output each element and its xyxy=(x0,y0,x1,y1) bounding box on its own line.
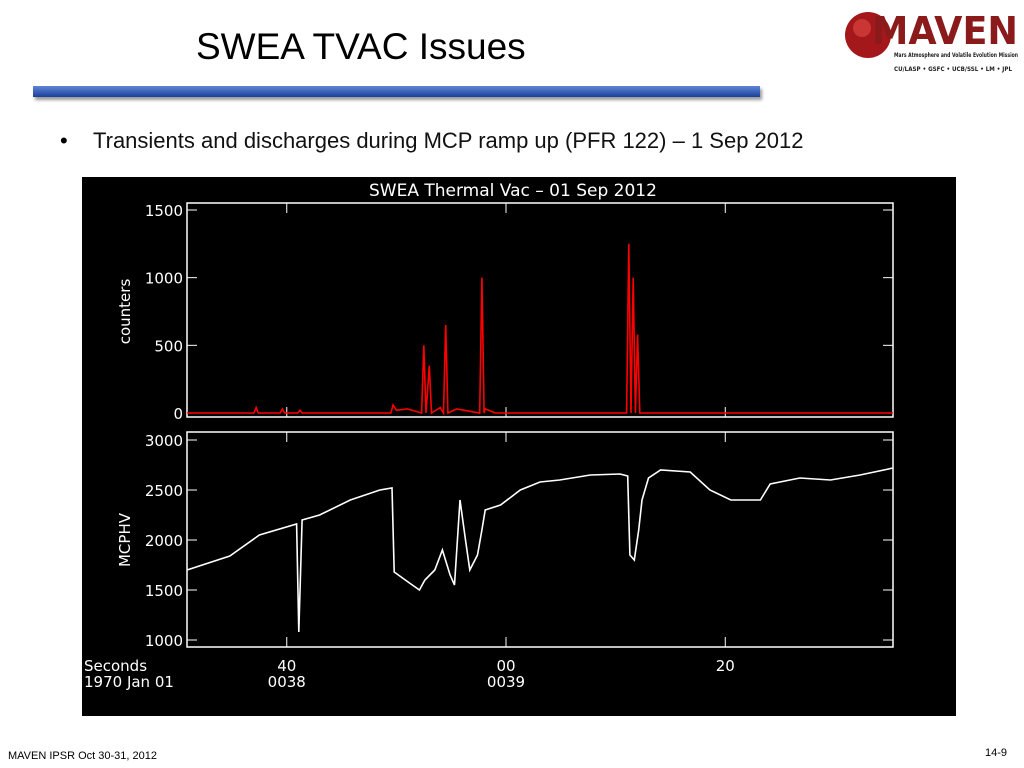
y-tick-label: 1500 xyxy=(145,582,183,600)
x-minute-label: 0038 xyxy=(268,673,306,691)
page-number: 14-9 xyxy=(985,747,1008,759)
data-line xyxy=(187,243,893,416)
logo: MAVEN Mars Atmosphere and Volatile Evolu… xyxy=(845,9,1018,73)
figure: SWEA Thermal Vac – 01 Sep 2012 0 500 1000 1… xyxy=(82,177,956,716)
slide-title: SWEA TVAC Issues xyxy=(196,26,526,67)
logo-name: MAVEN xyxy=(872,9,1018,53)
x-tick-label: 00 xyxy=(496,657,515,675)
x-tick-label: 20 xyxy=(716,657,735,675)
y-axis-label: counters xyxy=(116,279,134,345)
plot-frame xyxy=(186,202,894,418)
x-minute-label: 0039 xyxy=(487,673,525,691)
y-tick-label: 1500 xyxy=(145,202,183,220)
y-tick-label: 1000 xyxy=(145,270,183,288)
logo-highlight xyxy=(853,19,871,37)
footer: MAVEN IPSR Oct 30-31, 2012 xyxy=(8,750,157,762)
figure-title: SWEA Thermal Vac – 01 Sep 2012 xyxy=(369,181,657,201)
logo-tagline: Mars Atmosphere and Volatile Evolution M… xyxy=(894,52,1018,59)
x-axis-label: Seconds xyxy=(84,657,147,675)
figure-background xyxy=(82,177,956,716)
data-line xyxy=(186,467,894,633)
y-tick-label: 3000 xyxy=(145,432,183,450)
x-tick-label: 40 xyxy=(277,657,296,675)
logo-partners: CU/LASP • GSFC • UCB/SSL • LM • JPL xyxy=(894,66,1012,73)
bullet-dot: • xyxy=(60,128,68,153)
y-tick-label: 2000 xyxy=(145,532,183,550)
y-tick-label: 2500 xyxy=(145,482,183,500)
y-tick-label: 500 xyxy=(154,337,183,355)
x-axis-label: 1970 Jan 01 xyxy=(84,673,174,691)
y-tick-label: 0 xyxy=(173,405,183,423)
bullet-text: Transients and discharges during MCP ram… xyxy=(93,128,804,153)
title-bar xyxy=(33,86,760,97)
y-tick-label: 1000 xyxy=(145,632,183,650)
y-axis-label: MCPHV xyxy=(116,512,134,567)
